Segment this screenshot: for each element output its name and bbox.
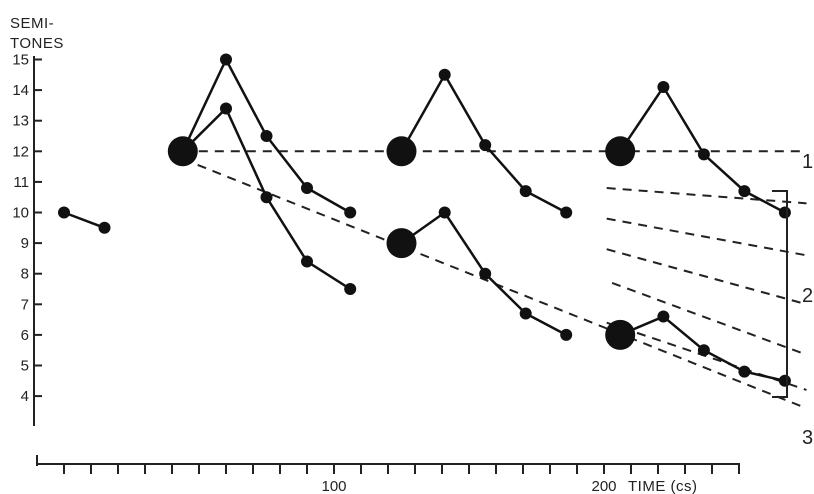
data-point <box>220 102 232 115</box>
y-axis-ticks: 4 5 6 7 8 9 10 11 12 13 14 15 <box>12 52 42 405</box>
side-label-3: 3 <box>802 427 813 449</box>
data-point <box>657 310 670 323</box>
data-point <box>479 267 492 280</box>
series-line <box>63 211 105 229</box>
y-axis-title-line-1: SEMI- <box>10 15 54 32</box>
y-tick-label: 13 <box>12 113 29 130</box>
y-tick-label: 11 <box>13 174 29 191</box>
declination-lines <box>182 150 807 410</box>
data-point <box>260 130 273 142</box>
x-axis-title: TIME (cs) <box>628 478 698 494</box>
y-tick-label: 12 <box>12 143 29 160</box>
large-data-point <box>386 228 417 259</box>
data-point <box>778 206 791 219</box>
data-point <box>778 374 791 387</box>
data-point <box>438 206 451 219</box>
data-points <box>58 53 791 387</box>
declination-line <box>606 321 807 391</box>
y-tick-label: 14 <box>12 82 29 99</box>
y-tick-label: 15 <box>12 52 29 69</box>
y-axis-title-line-2: TONES <box>10 35 64 52</box>
declination-line <box>606 248 807 306</box>
data-point <box>697 344 710 357</box>
declination-line <box>611 281 807 356</box>
declination-line <box>606 187 807 205</box>
declination-line <box>606 217 807 257</box>
data-point <box>344 283 357 295</box>
y-tick-label: 8 <box>21 266 29 283</box>
y-tick-label: 4 <box>21 388 29 405</box>
data-point <box>738 185 751 198</box>
data-point <box>560 328 573 341</box>
data-point <box>560 206 573 219</box>
data-point <box>58 206 70 219</box>
bracket-2 <box>772 190 788 398</box>
y-tick-label: 9 <box>21 235 29 252</box>
x-tick-label: 200 <box>591 478 616 494</box>
large-data-point <box>386 136 417 167</box>
y-tick-label: 7 <box>21 296 29 313</box>
side-label-2: 2 <box>802 285 813 307</box>
data-point <box>519 185 532 198</box>
y-tick-label: 5 <box>21 358 29 375</box>
data-point <box>344 206 357 219</box>
large-data-point <box>605 319 636 350</box>
y-tick-label: 6 <box>21 327 29 344</box>
x-tick-label: 100 <box>321 478 346 494</box>
side-label-1: 1 <box>802 151 813 173</box>
data-point <box>220 53 232 66</box>
data-point <box>301 182 313 195</box>
x-axis-ticks: 100 200 <box>63 464 740 494</box>
data-point <box>301 255 313 268</box>
large-data-point <box>167 136 198 167</box>
data-point <box>519 307 532 320</box>
data-point <box>738 365 751 378</box>
large-data-point <box>605 136 636 167</box>
data-point <box>438 68 451 81</box>
data-point <box>98 221 111 234</box>
data-point <box>697 148 710 161</box>
data-point <box>479 139 492 152</box>
data-point <box>657 81 670 94</box>
y-tick-label: 10 <box>12 205 29 222</box>
series-lines <box>63 56 786 383</box>
data-point <box>260 191 273 204</box>
